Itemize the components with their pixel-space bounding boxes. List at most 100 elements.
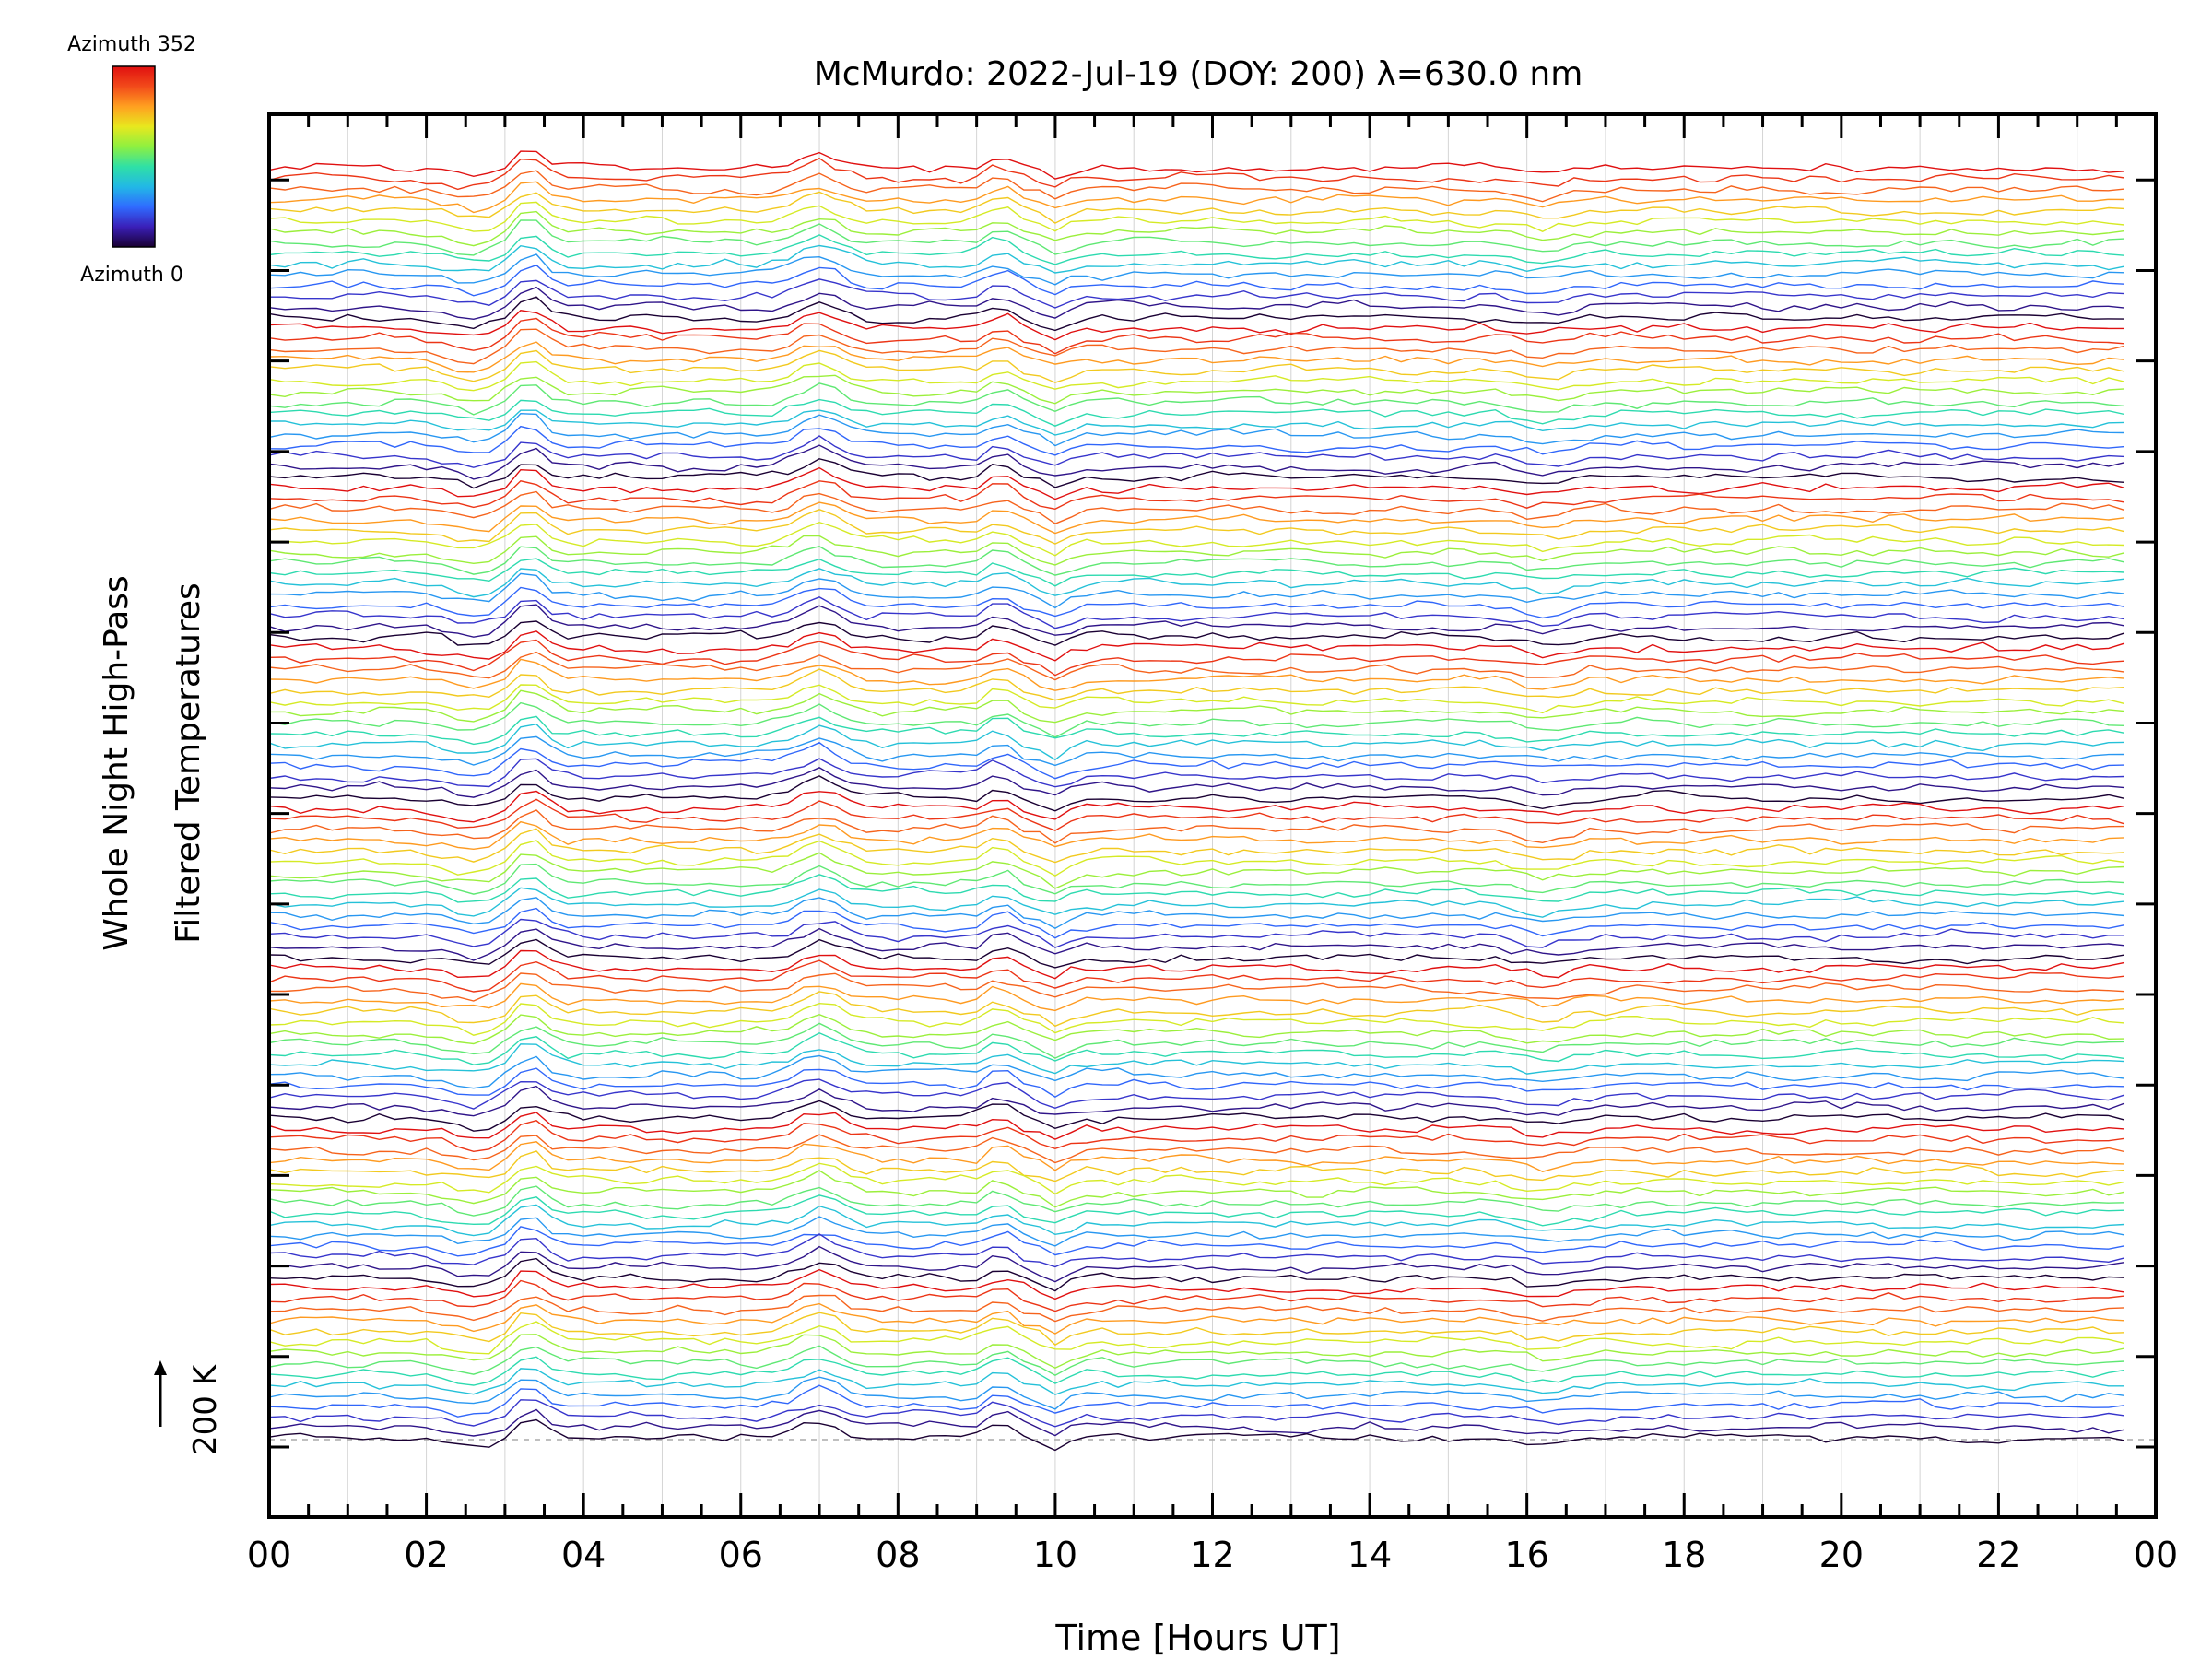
series-line [268, 715, 2125, 746]
series-line [268, 1185, 2124, 1217]
series-line [268, 620, 2125, 646]
series-line [268, 798, 2125, 831]
series-line [268, 1408, 2125, 1437]
series-line [268, 435, 2124, 468]
series-line [268, 328, 2125, 365]
series-line [268, 701, 2124, 738]
series-line [268, 959, 2124, 993]
series-line [268, 1226, 2125, 1257]
x-tick-label: 22 [1976, 1535, 2020, 1575]
series-line [268, 596, 2125, 629]
series-line [268, 1054, 2124, 1089]
series-line [268, 651, 2124, 681]
series-line [268, 286, 2124, 321]
series-line [268, 1134, 2125, 1164]
series-line [268, 480, 2125, 511]
series-line [268, 1334, 2125, 1369]
x-tick-labels: 00 02 04 06 08 10 12 14 16 18 20 22 00 [247, 1535, 2178, 1575]
series-line [268, 1022, 2124, 1059]
series-line [268, 1345, 2124, 1376]
series-line [268, 1194, 2124, 1227]
series-line [268, 1162, 2125, 1195]
plot-frame [267, 112, 2158, 1519]
series-line [268, 809, 2124, 844]
series-line [268, 170, 2124, 203]
series-line [268, 658, 2124, 691]
scale-label: 200 K [187, 1363, 224, 1455]
series-line [268, 458, 2124, 489]
series-line [268, 341, 2124, 373]
x-tick-label: 08 [876, 1535, 920, 1575]
series-line [268, 1120, 2124, 1153]
series-line [268, 349, 2125, 383]
series-line [268, 1294, 2124, 1323]
x-tick-label: 00 [247, 1535, 291, 1575]
series-line [268, 972, 2124, 1002]
series-line [268, 1150, 2124, 1182]
series-line [268, 1312, 2124, 1347]
series-line [268, 991, 2124, 1028]
series-line [268, 572, 2124, 609]
series-line [268, 828, 2124, 864]
series-line [268, 521, 2124, 557]
series-line [268, 558, 2124, 587]
series-line [268, 1067, 2124, 1099]
series-line [268, 444, 2125, 480]
series-line [268, 1170, 2125, 1208]
series-line [268, 1216, 2125, 1247]
series-line [268, 201, 2124, 232]
series-line [268, 234, 2124, 265]
series-line [268, 887, 2124, 918]
series-line [268, 630, 2125, 662]
series-line [268, 150, 2124, 180]
series-line [268, 775, 2125, 812]
series-line [268, 790, 2125, 823]
series-line [268, 852, 2124, 889]
x-tick-label: 18 [1662, 1535, 1706, 1575]
series-line [268, 1245, 2125, 1283]
series-line [268, 310, 2124, 341]
series-line [268, 1100, 2125, 1132]
series-line [268, 668, 2124, 701]
x-tick-label: 04 [561, 1535, 606, 1575]
series-line [268, 927, 2124, 961]
series-line [268, 219, 2124, 256]
x-tick-label: 14 [1347, 1535, 1392, 1575]
gridlines [269, 114, 2156, 1517]
series-line [268, 1418, 2125, 1452]
series-line [268, 874, 2125, 903]
series-line [268, 1204, 2124, 1237]
series-line [268, 1399, 2124, 1428]
series-line [268, 820, 2124, 851]
series-line [268, 741, 2124, 780]
y-axis-label-line1: Whole Night High-Pass [98, 575, 135, 951]
series-line [268, 1002, 2124, 1036]
series-line [268, 412, 2124, 447]
scale-indicator: 200 K [154, 1360, 224, 1455]
series-line [268, 1384, 2124, 1418]
series-line [268, 758, 2124, 788]
x-tick-label: 10 [1033, 1535, 1077, 1575]
series-line [268, 398, 2125, 427]
series-line [268, 938, 2125, 969]
series-line [268, 1368, 2124, 1395]
y-axis-label-line2: Filtered Temperatures [170, 582, 207, 944]
series-line [268, 1013, 2124, 1045]
series-line [268, 1302, 2124, 1335]
series-line [268, 586, 2125, 619]
x-tick-label: 16 [1504, 1535, 1548, 1575]
x-tick-label: 02 [404, 1535, 448, 1575]
series-line [268, 1279, 2124, 1312]
series-line [268, 897, 2124, 929]
axis-ticks [267, 114, 2158, 1517]
series-line [268, 1078, 2125, 1110]
series-line [268, 501, 2124, 535]
series-line [268, 382, 2124, 416]
series-line [268, 466, 2125, 500]
series-line [268, 689, 2124, 724]
series-line [268, 210, 2124, 247]
series-line [268, 1356, 2125, 1386]
series-line [268, 840, 2124, 877]
series-line [268, 1321, 2125, 1355]
